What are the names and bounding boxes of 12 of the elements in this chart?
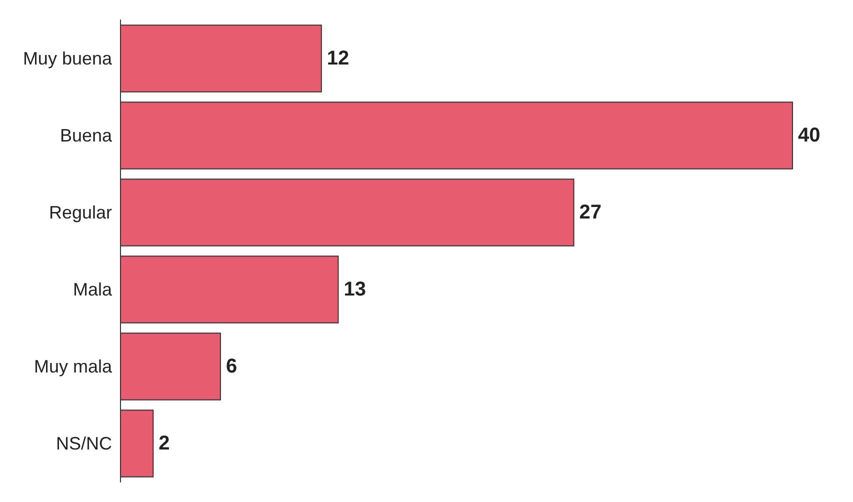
data-label: 12 <box>326 48 350 70</box>
y-tick-label: Muy mala <box>34 356 113 376</box>
data-label: 13 <box>344 278 366 300</box>
data-label: 40 <box>798 124 820 146</box>
y-tick-label: Regular <box>48 202 112 222</box>
data-label: 2 <box>158 432 170 454</box>
y-tick-label: Buena <box>60 126 113 146</box>
y-tick-label: Muy buena <box>22 48 113 68</box>
y-tick-label: NS/NC <box>56 434 112 454</box>
y-tick-label: Mala <box>72 280 113 300</box>
data-label: 6 <box>226 356 238 378</box>
data-label: 27 <box>579 202 602 224</box>
